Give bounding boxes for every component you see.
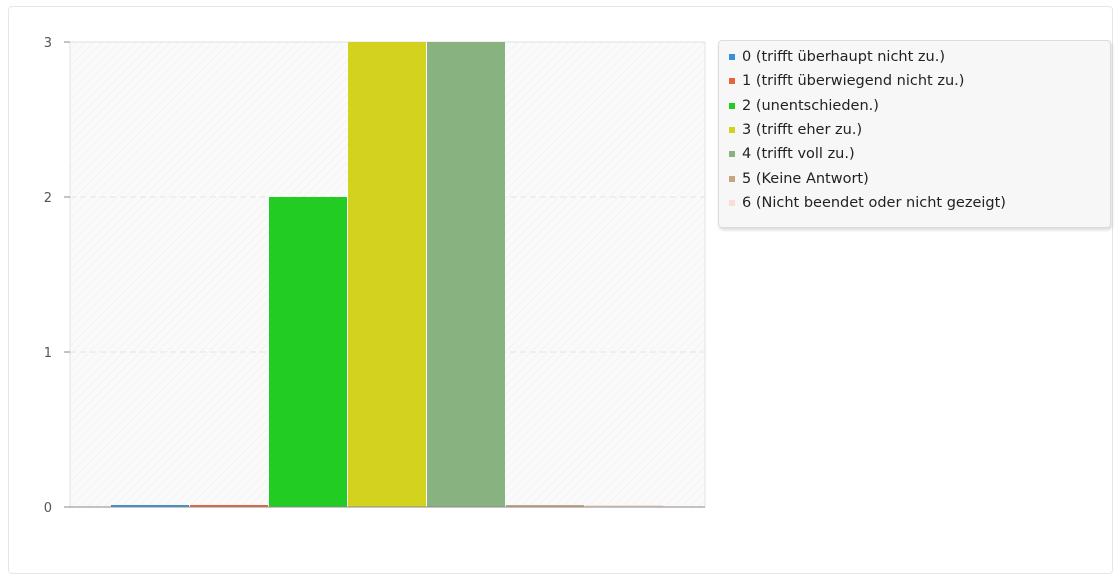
chart-legend: 0 (trifft überhaupt nicht zu.) 1 (trifft … xyxy=(718,40,1111,228)
bar-1[interactable] xyxy=(190,505,268,507)
bar-3[interactable] xyxy=(348,42,426,507)
legend-item[interactable]: 6 (Nicht beendet oder nicht gezeigt) xyxy=(729,191,1110,215)
y-tick-label: 3 xyxy=(44,36,52,51)
legend-swatch xyxy=(729,127,735,134)
legend-item[interactable]: 5 (Keine Antwort) xyxy=(729,166,1110,190)
bars xyxy=(111,42,663,507)
y-axis: 0 1 2 3 xyxy=(44,36,70,516)
legend-swatch xyxy=(729,78,735,85)
bar-0[interactable] xyxy=(111,505,189,507)
legend-label: 6 (Nicht beendet oder nicht gezeigt) xyxy=(742,194,1006,211)
legend-label: 4 (trifft voll zu.) xyxy=(742,146,855,163)
legend-swatch xyxy=(729,151,735,158)
legend-label: 1 (trifft überwiegend nicht zu.) xyxy=(742,73,965,90)
bar-2[interactable] xyxy=(269,197,347,507)
legend-label: 2 (unentschieden.) xyxy=(742,97,879,114)
legend-item[interactable]: 0 (trifft überhaupt nicht zu.) xyxy=(729,45,1110,69)
legend-swatch xyxy=(729,102,735,109)
y-tick-label: 0 xyxy=(44,501,52,516)
legend-item[interactable]: 1 (trifft überwiegend nicht zu.) xyxy=(729,69,1110,93)
legend-swatch xyxy=(729,175,735,182)
legend-label: 0 (trifft überhaupt nicht zu.) xyxy=(742,49,945,66)
bar-5[interactable] xyxy=(506,505,584,507)
legend-swatch xyxy=(729,199,735,206)
legend-item[interactable]: 3 (trifft eher zu.) xyxy=(729,118,1110,142)
legend-swatch xyxy=(729,54,735,61)
legend-item[interactable]: 4 (trifft voll zu.) xyxy=(729,142,1110,166)
y-tick-label: 1 xyxy=(44,346,52,361)
legend-label: 3 (trifft eher zu.) xyxy=(742,122,863,139)
legend-label: 5 (Keine Antwort) xyxy=(742,170,869,187)
bar-4[interactable] xyxy=(427,42,505,507)
bar-6[interactable] xyxy=(585,505,663,507)
grid-lines xyxy=(70,196,705,353)
legend-item[interactable]: 2 (unentschieden.) xyxy=(729,94,1110,118)
y-tick-label: 2 xyxy=(44,191,52,206)
